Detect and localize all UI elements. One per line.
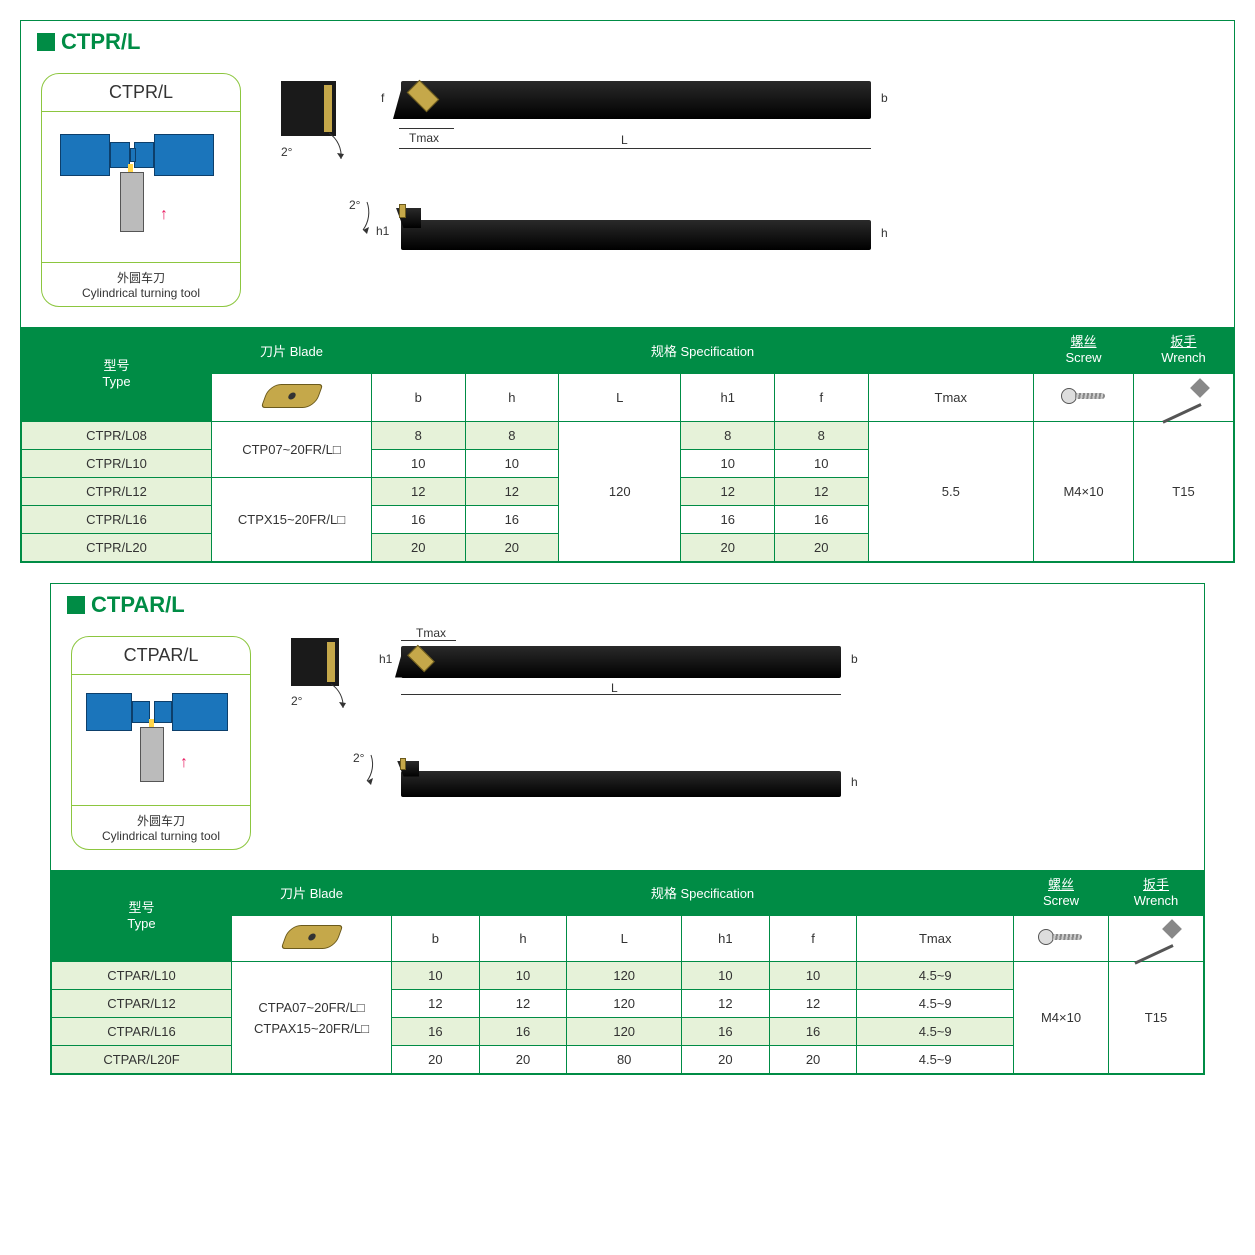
angle-arc-icon (305, 682, 351, 718)
info-card: CTPAR/L ↑ 外圆车刀 Cylindrical turning tool (71, 636, 251, 850)
diagram-top: 2° h1 b Tmax L (291, 636, 1184, 726)
upper-section: CTPR/L ↑ 外圆车刀 Cylindrical turning tool (21, 63, 1234, 327)
arrow-icon: ↑ (180, 755, 188, 771)
tool-diagrams: 2° f b Tmax L 2° (281, 73, 1214, 307)
info-card-foot: 外圆车刀 Cylindrical turning tool (42, 262, 240, 306)
info-card-head: CTPAR/L (72, 637, 250, 675)
foot-cn: 外圆车刀 (117, 271, 165, 285)
wrench-icon (1131, 922, 1181, 952)
upper-section: CTPAR/L ↑ 外圆车刀 Cylindrical turning tool (51, 626, 1204, 870)
title-text: CTPR/L (61, 29, 140, 55)
blade-icon (260, 384, 323, 408)
arrow-icon: ↑ (160, 207, 168, 223)
blade-icon (280, 925, 343, 949)
panel-ctpar: CTPAR/L CTPAR/L ↑ 外圆车刀 Cylindrical turni… (50, 583, 1205, 1076)
foot-en: Cylindrical turning tool (82, 286, 200, 300)
screw-icon (1059, 384, 1109, 408)
screw-icon (1036, 925, 1086, 949)
table-row: CTPR/L08 CTP07~20FR/L□ 8 8 120 8 8 5.5 M… (22, 421, 1234, 449)
info-card: CTPR/L ↑ 外圆车刀 Cylindrical turning tool (41, 73, 241, 307)
title-square-icon (67, 596, 85, 614)
title-square-icon (37, 33, 55, 51)
info-card-diagram: ↑ (42, 112, 240, 262)
diagram-top: 2° f b Tmax L (281, 73, 1214, 173)
info-card-foot: 外圆车刀 Cylindrical turning tool (72, 805, 250, 849)
diagram-side: 2° h1 h (281, 198, 1214, 278)
table-header-row: 型号 Type 刀片 Blade 规格 Specification 螺丝 Scr… (52, 870, 1204, 916)
title-bar: CTPAR/L (51, 584, 1204, 626)
info-card-head: CTPR/L (42, 74, 240, 112)
diagram-side: 2° h (291, 751, 1184, 821)
angle-arc-icon (299, 131, 349, 171)
spec-table-1: 型号 Type 刀片 Blade 规格 Specification 螺丝 Scr… (21, 327, 1234, 562)
wrench-icon (1159, 381, 1209, 411)
tool-diagrams: 2° h1 b Tmax L 2° (291, 636, 1184, 850)
angle-arc-icon (365, 753, 401, 789)
title-text: CTPAR/L (91, 592, 185, 618)
panel-ctpr: CTPR/L CTPR/L ↑ 外圆车刀 Cylindrical tu (20, 20, 1235, 563)
table-header-row: 型号 Type 刀片 Blade 规格 Specification 螺丝 Scr… (22, 328, 1234, 374)
table-row: CTPAR/L10 10 10 120 10 10 4.5~9 M4×10 T1… (52, 962, 1204, 990)
info-card-diagram: ↑ (72, 675, 250, 805)
spec-table-2: 型号 Type 刀片 Blade 规格 Specification 螺丝 Scr… (51, 870, 1204, 1075)
title-bar: CTPR/L (21, 21, 1234, 63)
